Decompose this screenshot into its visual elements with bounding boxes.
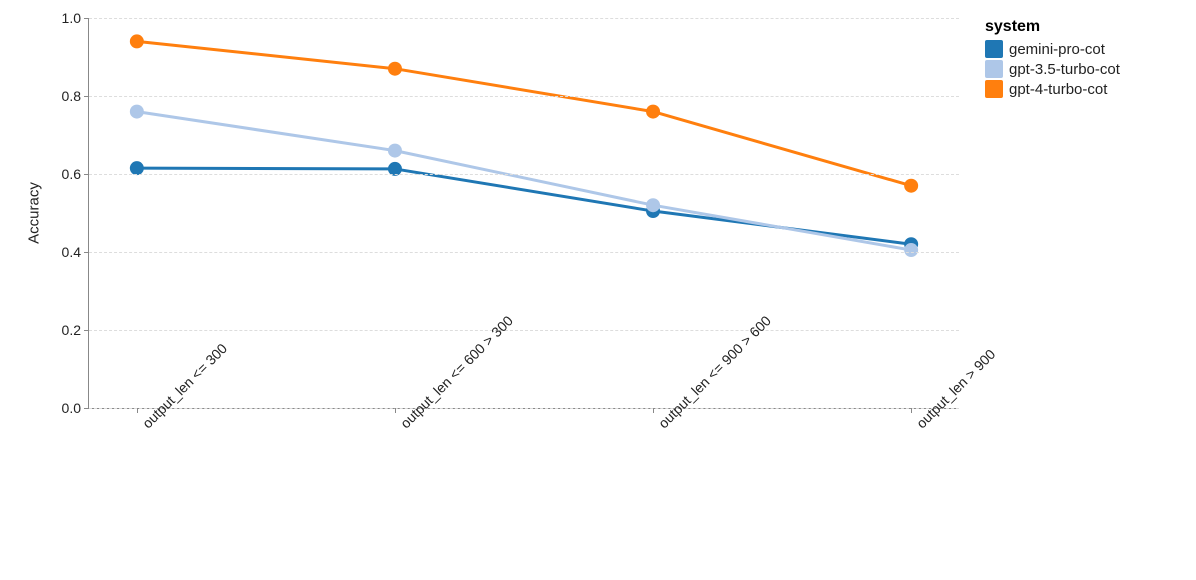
legend-item: gpt-3.5-turbo-cot xyxy=(985,60,1120,78)
gridline xyxy=(89,408,959,409)
series-marker xyxy=(646,105,660,119)
ytick-label: 0.2 xyxy=(62,322,89,338)
legend-label: gpt-4-turbo-cot xyxy=(1009,81,1107,98)
xtick-mark xyxy=(653,408,654,413)
ytick-label: 0.4 xyxy=(62,244,89,260)
series-marker xyxy=(130,34,144,48)
legend-swatch xyxy=(985,40,1003,58)
legend-swatch xyxy=(985,60,1003,78)
gridline xyxy=(89,330,959,331)
series-marker xyxy=(130,105,144,119)
series-marker xyxy=(904,243,918,257)
ytick-label: 0.6 xyxy=(62,166,89,182)
ytick-label: 1.0 xyxy=(62,10,89,26)
gridline xyxy=(89,174,959,175)
series-line xyxy=(137,168,911,244)
gridline xyxy=(89,252,959,253)
ytick-label: 0.8 xyxy=(62,88,89,104)
gridline xyxy=(89,18,959,19)
legend: system gemini-pro-cot gpt-3.5-turbo-cot gp… xyxy=(985,18,1120,100)
legend-item: gemini-pro-cot xyxy=(985,40,1120,58)
y-axis-label: Accuracy xyxy=(26,182,43,244)
chart-container: 0.00.20.40.60.81.0output_len <= 300300 <… xyxy=(0,0,1196,580)
plot-area: 0.00.20.40.60.81.0output_len <= 300300 <… xyxy=(88,18,959,409)
gridline xyxy=(89,96,959,97)
series-marker xyxy=(646,198,660,212)
series-line xyxy=(137,112,911,250)
legend-swatch xyxy=(985,80,1003,98)
legend-label: gemini-pro-cot xyxy=(1009,41,1105,58)
legend-title: system xyxy=(985,18,1120,36)
ytick-label: 0.0 xyxy=(62,400,89,416)
xtick-mark xyxy=(395,408,396,413)
series-line xyxy=(137,41,911,185)
legend-item: gpt-4-turbo-cot xyxy=(985,80,1120,98)
xtick-mark xyxy=(911,408,912,413)
series-marker xyxy=(904,179,918,193)
xtick-mark xyxy=(137,408,138,413)
series-marker xyxy=(388,144,402,158)
legend-label: gpt-3.5-turbo-cot xyxy=(1009,61,1120,78)
series-marker xyxy=(388,62,402,76)
